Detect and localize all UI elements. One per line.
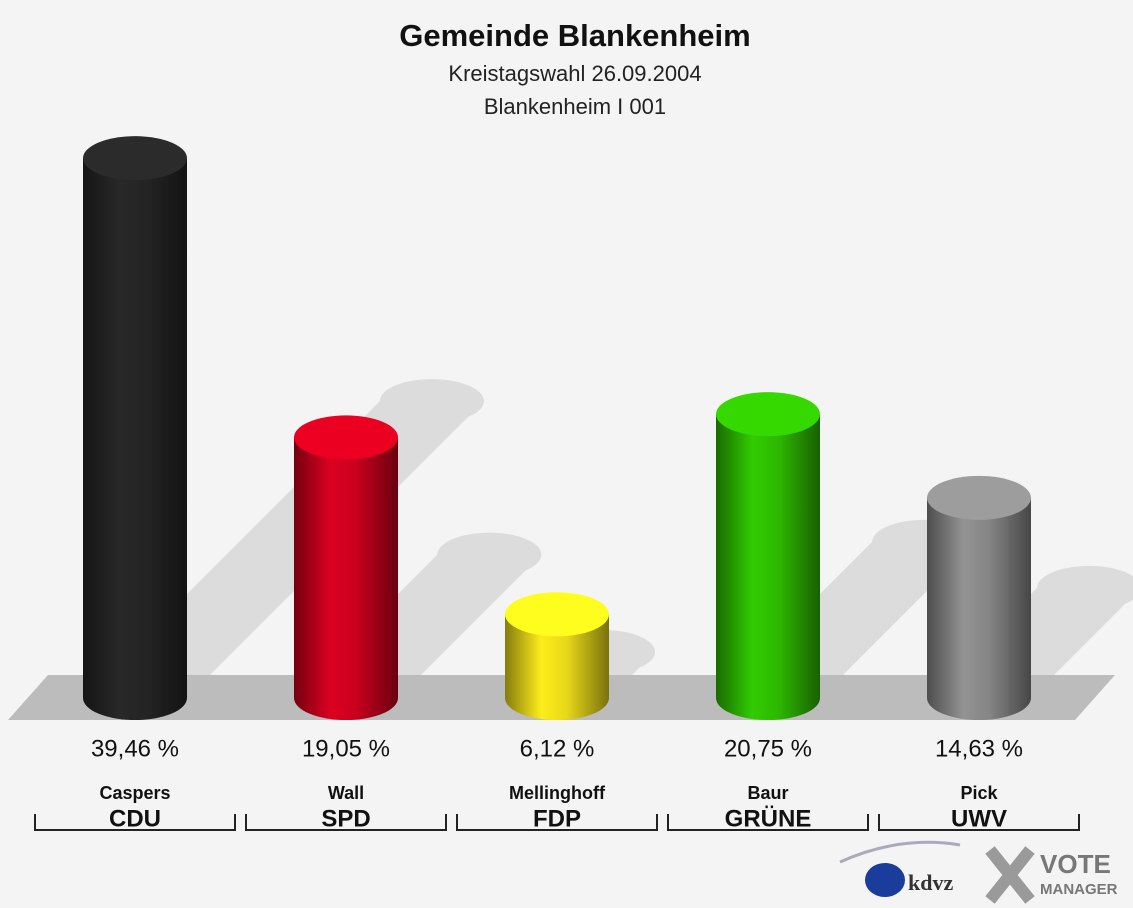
candidate-label: Wall: [328, 783, 364, 803]
bar-top: [294, 415, 398, 460]
bar: [927, 497, 1031, 698]
x-tick-label: GRÜNE: [725, 805, 812, 832]
candidate-label: Caspers: [99, 783, 170, 803]
logo: kdvz VOTE MANAGER: [839, 840, 1118, 904]
candidate-label: Pick: [960, 783, 998, 803]
subtitle: Kreistagswahl 26.09.2004: [448, 61, 701, 86]
bar-shadow: [437, 532, 542, 577]
bar-top: [927, 475, 1031, 520]
bracket: [456, 814, 658, 831]
bar-top: [505, 592, 609, 637]
logo-product: MANAGER: [1040, 881, 1118, 898]
logo-brand: kdvz: [908, 870, 953, 895]
bar-shadow: [1037, 565, 1133, 610]
value-label: 19,05 %: [302, 735, 390, 762]
bracket: [667, 814, 869, 831]
bars: [83, 136, 1031, 720]
logo-x: [985, 846, 1035, 904]
bar-shadow: [379, 379, 484, 424]
value-label: 14,63 %: [935, 735, 1023, 762]
bracket: [34, 814, 236, 831]
logo-product: VOTE: [1040, 849, 1111, 879]
logo-ball: [865, 863, 905, 897]
logo-swoosh: [839, 840, 961, 864]
chart-title: Gemeinde Blankenheim: [399, 18, 750, 53]
x-tick-label: FDP: [533, 805, 581, 832]
bar-top: [716, 392, 820, 437]
bar: [294, 437, 398, 698]
x-tick-label: UWV: [951, 805, 1007, 832]
x-tick-label: SPD: [321, 805, 370, 832]
value-label: 39,46 %: [91, 735, 179, 762]
value-label: 20,75 %: [724, 735, 812, 762]
bar: [716, 414, 820, 698]
bar-top: [83, 136, 187, 181]
value-label: 6,12 %: [520, 735, 595, 762]
x-tick-label: CDU: [109, 805, 161, 832]
bar: [83, 158, 187, 698]
subtitle: Blankenheim I 001: [484, 94, 666, 119]
bracket: [878, 814, 1080, 831]
bracket: [245, 814, 447, 831]
candidate-label: Mellinghoff: [509, 783, 606, 803]
candidate-label: Baur: [747, 783, 788, 803]
